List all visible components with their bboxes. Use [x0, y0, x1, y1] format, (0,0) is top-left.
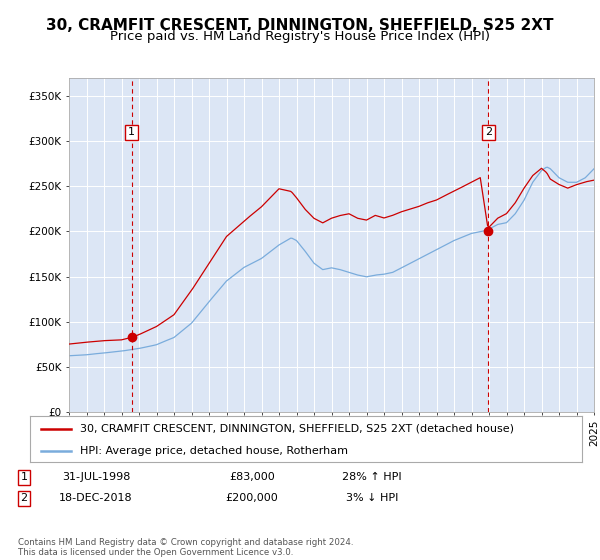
Text: Contains HM Land Registry data © Crown copyright and database right 2024.
This d: Contains HM Land Registry data © Crown c…: [18, 538, 353, 557]
Text: 3% ↓ HPI: 3% ↓ HPI: [346, 493, 398, 503]
Text: Price paid vs. HM Land Registry's House Price Index (HPI): Price paid vs. HM Land Registry's House …: [110, 30, 490, 43]
Text: 30, CRAMFIT CRESCENT, DINNINGTON, SHEFFIELD, S25 2XT: 30, CRAMFIT CRESCENT, DINNINGTON, SHEFFI…: [46, 18, 554, 33]
Text: 2: 2: [485, 128, 492, 137]
Text: £83,000: £83,000: [229, 472, 275, 482]
Text: HPI: Average price, detached house, Rotherham: HPI: Average price, detached house, Roth…: [80, 446, 347, 455]
Text: 31-JUL-1998: 31-JUL-1998: [62, 472, 130, 482]
Text: 28% ↑ HPI: 28% ↑ HPI: [342, 472, 402, 482]
Text: 30, CRAMFIT CRESCENT, DINNINGTON, SHEFFIELD, S25 2XT (detached house): 30, CRAMFIT CRESCENT, DINNINGTON, SHEFFI…: [80, 424, 514, 434]
Text: 18-DEC-2018: 18-DEC-2018: [59, 493, 133, 503]
Text: 2: 2: [20, 493, 28, 503]
Text: £200,000: £200,000: [226, 493, 278, 503]
Text: 1: 1: [128, 128, 135, 137]
Text: 1: 1: [20, 472, 28, 482]
